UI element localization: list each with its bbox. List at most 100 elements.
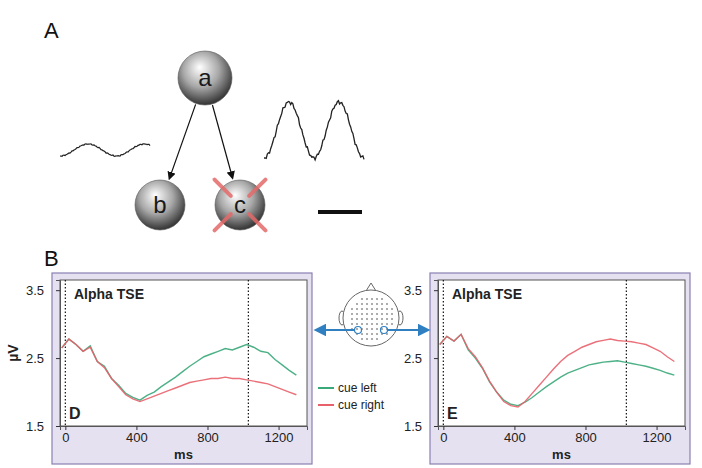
- diagram: abc: [60, 51, 364, 230]
- scale-bar: [318, 210, 362, 214]
- chart-panel: 1.52.53.504008001200Alpha TSEDmsµV: [5, 273, 312, 464]
- electrode: [356, 318, 358, 320]
- electrode: [376, 318, 378, 320]
- electrode: [386, 323, 388, 325]
- tick-label: 2.5: [26, 351, 44, 366]
- electrode: [356, 323, 358, 325]
- electrode: [371, 313, 373, 315]
- legend-label: cue right: [338, 398, 385, 412]
- x-axis-title: ms: [552, 447, 571, 462]
- electrode: [366, 298, 368, 300]
- electrode-arrow: [388, 329, 428, 331]
- plot-marks: [440, 280, 675, 426]
- chart-panel: 1.52.53.504008001200Alpha TSEEms: [404, 273, 690, 464]
- reference-line: [65, 280, 66, 426]
- electrode: [371, 308, 373, 310]
- tick: 3.5: [26, 283, 60, 298]
- head-outline: [343, 290, 399, 346]
- tick: 1.5: [26, 419, 60, 434]
- edge: [212, 105, 232, 178]
- tick: 0: [440, 426, 447, 445]
- electrode: [371, 298, 373, 300]
- electrode: [371, 318, 373, 320]
- electrode: [351, 323, 353, 325]
- electrode: [371, 333, 373, 335]
- y-axis: 1.52.53.5: [404, 281, 439, 434]
- electrode: [376, 333, 378, 335]
- electrode-selected: [381, 327, 388, 334]
- tick-label: 1200: [265, 430, 294, 445]
- electrode: [391, 323, 393, 325]
- tick: 2.5: [404, 351, 438, 366]
- legend-label: cue left: [338, 381, 377, 395]
- electrode: [381, 313, 383, 315]
- electrode: [391, 308, 393, 310]
- electrode: [356, 303, 358, 305]
- tick-mark: [434, 290, 438, 291]
- electrode: [371, 303, 373, 305]
- electrode: [366, 313, 368, 315]
- plot-area: [60, 280, 307, 426]
- tick-mark: [56, 290, 60, 291]
- electrode: [361, 318, 363, 320]
- electrode: [371, 323, 373, 325]
- electrode: [361, 338, 363, 340]
- electrode: [361, 303, 363, 305]
- electrode: [376, 313, 378, 315]
- node: [178, 51, 232, 105]
- electrode: [381, 323, 383, 325]
- panel-letter: B: [44, 246, 59, 271]
- electrode: [366, 308, 368, 310]
- electrode: [356, 308, 358, 310]
- tick-label: 1.5: [26, 419, 44, 434]
- panel-letter: E: [447, 405, 458, 422]
- axis-line: [56, 281, 61, 427]
- series-line: [440, 334, 675, 405]
- electrode: [351, 308, 353, 310]
- electrode: [371, 328, 373, 330]
- tick-label: 2.5: [404, 351, 422, 366]
- tick: 0: [62, 426, 69, 445]
- electrode: [386, 318, 388, 320]
- edge: [169, 104, 195, 178]
- electrode: [366, 333, 368, 335]
- electrode: [361, 308, 363, 310]
- electrode: [366, 323, 368, 325]
- electrode-arrow: [316, 329, 354, 331]
- electrode: [386, 303, 388, 305]
- tick: 2.5: [26, 351, 60, 366]
- electrode: [366, 338, 368, 340]
- electrode: [386, 313, 388, 315]
- chart-title: Alpha TSE: [452, 286, 522, 302]
- tick: 1.5: [404, 419, 438, 434]
- tick-label: 400: [126, 430, 148, 445]
- electrode: [381, 318, 383, 320]
- chart-title: Alpha TSE: [74, 286, 144, 302]
- electrode: [376, 338, 378, 340]
- electrode: [381, 298, 383, 300]
- electrode-selected: [355, 327, 362, 334]
- electrode: [361, 323, 363, 325]
- node-label: c: [234, 191, 246, 218]
- electrode: [376, 308, 378, 310]
- node: [215, 180, 265, 230]
- panel-background: [52, 273, 312, 464]
- tick: 400: [504, 426, 526, 445]
- electrode: [376, 298, 378, 300]
- node: [135, 180, 185, 230]
- plot-area: [438, 280, 685, 426]
- waveform-large: [264, 101, 364, 160]
- lesion-cross: [249, 180, 265, 196]
- electrode: [376, 303, 378, 305]
- x-axis-title: ms: [174, 447, 193, 462]
- head-map: [316, 283, 428, 346]
- series-line: [440, 334, 675, 407]
- tick-mark: [434, 358, 438, 359]
- electrode: [381, 308, 383, 310]
- series-line: [62, 339, 297, 401]
- electrode: [376, 328, 378, 330]
- tick-label: 1.5: [404, 419, 422, 434]
- tick-label: 1200: [643, 430, 672, 445]
- electrode: [386, 333, 388, 335]
- lesion-cross: [215, 180, 231, 196]
